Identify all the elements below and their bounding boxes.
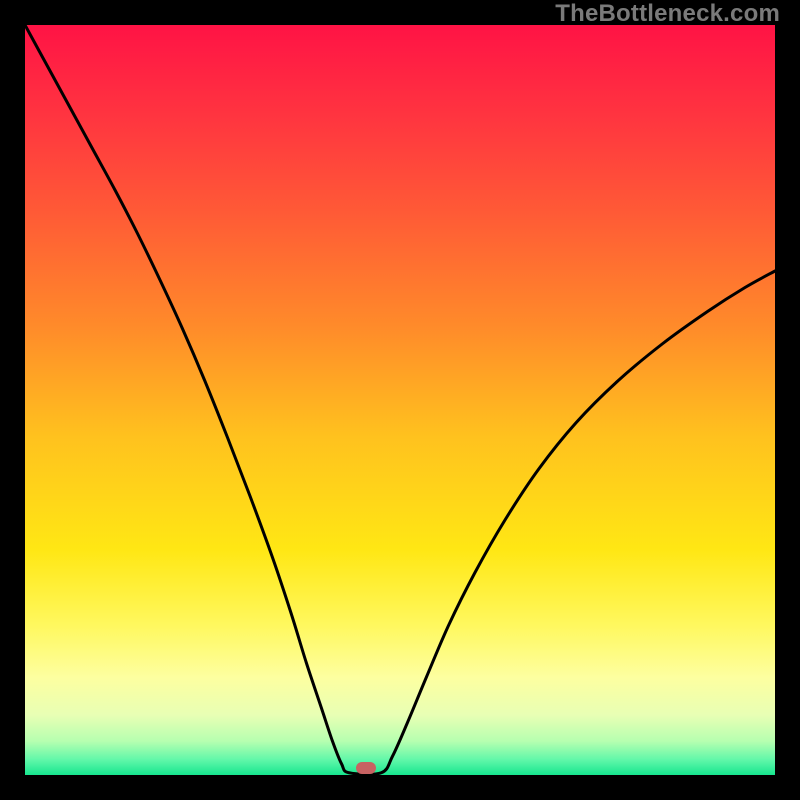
curve-minimum-marker bbox=[356, 762, 376, 774]
plot-area bbox=[25, 25, 775, 775]
chart-frame: TheBottleneck.com bbox=[0, 0, 800, 800]
bottleneck-curve bbox=[25, 25, 775, 775]
watermark-text: TheBottleneck.com bbox=[555, 0, 780, 28]
